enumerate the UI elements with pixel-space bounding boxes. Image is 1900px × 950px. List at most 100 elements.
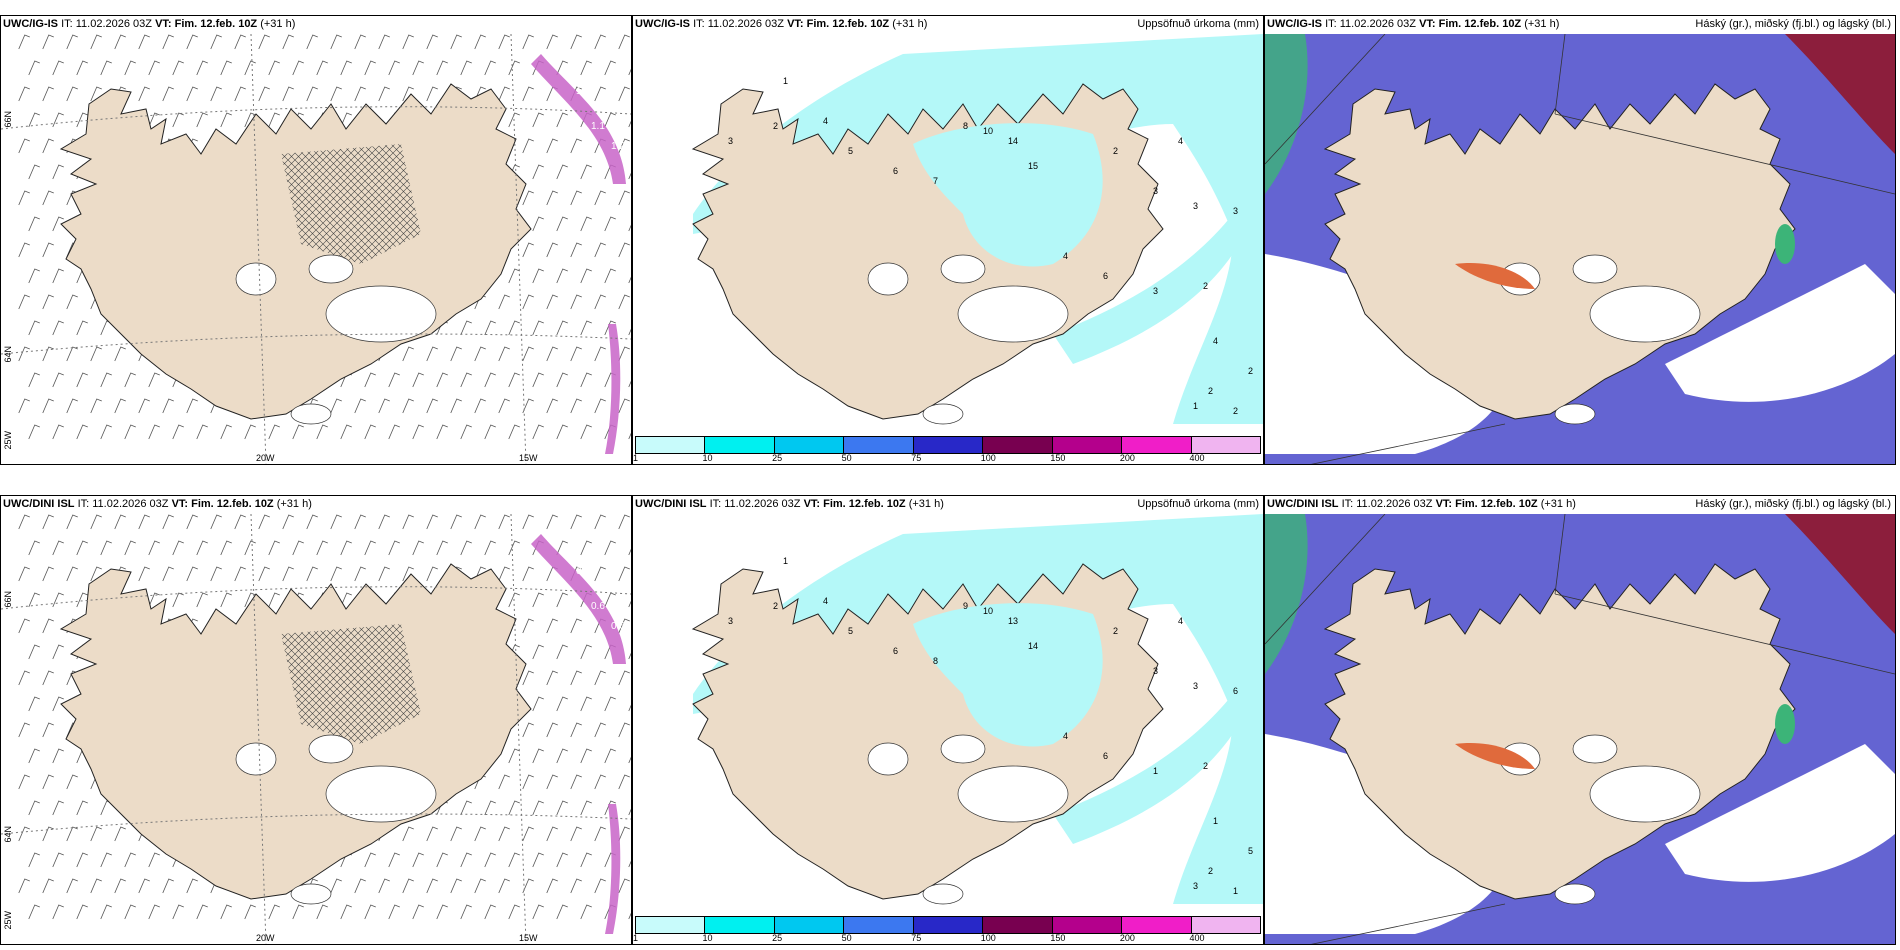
precip-contour-label: 6	[893, 646, 898, 656]
legend-tick-label: 1	[633, 453, 639, 463]
glacier	[325, 765, 437, 823]
legend-tick-label: 50	[841, 933, 852, 943]
vt-label: VT:	[1419, 18, 1436, 30]
graticule-lon	[250, 514, 267, 944]
legend-tick-label: 150	[1050, 453, 1066, 463]
precip-contour-label: 14	[1028, 641, 1038, 651]
glacier	[922, 403, 964, 425]
legend-tick-label: 100	[980, 933, 996, 943]
precip-contour-label: 2	[1248, 366, 1253, 376]
legend-tick-label: 400	[1189, 933, 1205, 943]
legend-swatch	[636, 917, 706, 933]
vt-label: VT:	[171, 498, 189, 510]
model-name: UWC/IG-IS	[3, 18, 58, 30]
wind-band	[531, 534, 626, 664]
glacier	[957, 285, 1069, 343]
high-cloud-field	[1785, 34, 1895, 154]
legend-swatch	[636, 437, 706, 453]
vt-value: Fim. 12.feb. 10Z	[1438, 18, 1522, 30]
mid-cloud-patch	[1775, 224, 1795, 264]
precip-area	[1053, 214, 1245, 364]
grid-label: 15W	[519, 933, 538, 943]
model-name: UWC/DINI ISL	[3, 498, 75, 510]
it-value: 11.02.2026 03Z	[92, 498, 169, 510]
legend-swatch	[1122, 437, 1192, 453]
glacier	[235, 262, 277, 296]
legend-tick-label: 25	[772, 453, 783, 463]
wind-band	[531, 54, 626, 184]
precip-contour-label: 3	[1153, 666, 1158, 676]
glacier	[957, 765, 1069, 823]
vt-label: VT:	[155, 18, 172, 30]
legend-swatch	[1122, 917, 1192, 933]
lead-time: (+31 h)	[1540, 498, 1576, 510]
precip-contour-label: 5	[1248, 846, 1253, 856]
legend-swatch	[913, 917, 984, 933]
precip-contour-label: 3	[1193, 201, 1198, 211]
lead-time: (+31 h)	[276, 498, 312, 510]
panel-header: UWC/DINI ISL IT: 11.02.2026 03Z VT: Fim.…	[635, 498, 944, 510]
precip-contour-label: 14	[1008, 136, 1018, 146]
grid-label: 15W	[519, 453, 538, 463]
precip-contour-label: 5	[848, 146, 853, 156]
wind-field-label: 1.2	[611, 141, 625, 152]
high-cloud-patch	[1455, 263, 1535, 289]
legend-tick-label: 1	[633, 933, 639, 943]
vt-value: Fim. 12.feb. 10Z	[174, 18, 258, 30]
mid-cloud-patch	[1775, 704, 1795, 744]
legend-tick-label: 25	[772, 933, 783, 943]
high-cloud-field	[1785, 514, 1895, 634]
precip-contour-label: 2	[1233, 406, 1238, 416]
legend-tick-label: 50	[841, 453, 852, 463]
model-name: UWC/DINI ISL	[1267, 498, 1339, 510]
legend-swatch	[1052, 437, 1123, 453]
precip-contour-label: 7	[933, 176, 938, 186]
mid-cloud-field	[1265, 514, 1308, 674]
precip-contour-label: 13	[1008, 616, 1018, 626]
panel-header: UWC/IG-IS IT: 11.02.2026 03Z VT: Fim. 12…	[1267, 18, 1559, 30]
precip-contour-label: 6	[1103, 271, 1108, 281]
glacier	[235, 742, 277, 776]
glacier	[308, 734, 354, 764]
glacier	[1554, 883, 1596, 905]
lead-time: (+31 h)	[908, 498, 944, 510]
wind-map: 0.50.60.60.6	[1, 514, 631, 944]
glacier	[290, 883, 332, 905]
clear-sky	[1665, 744, 1895, 882]
legend-swatch	[1191, 437, 1260, 453]
precip-contour-label: 3	[1193, 881, 1198, 891]
clear-sky	[1265, 254, 1511, 454]
precip-contour-label: 2	[1203, 761, 1208, 771]
wind-field-label: 1.1	[591, 121, 605, 132]
precip-inland	[913, 603, 1103, 747]
grid-label: 66N	[3, 591, 13, 608]
precip-contour-label: 4	[1178, 136, 1183, 146]
precip-contour-label: 4	[823, 596, 828, 606]
cloud-map	[1265, 34, 1895, 464]
grid-label: 25W	[3, 431, 13, 450]
hatched-zone	[281, 624, 421, 744]
vt-label: VT:	[803, 498, 821, 510]
legend-tick-label: 75	[911, 933, 922, 943]
precip-contour-label: 2	[773, 601, 778, 611]
graticule-lat	[1, 106, 631, 130]
precip-contour-label: 3	[1193, 681, 1198, 691]
wind-band	[605, 804, 621, 934]
wind-map: 1.2 1.1 1.2	[1, 34, 631, 464]
glacier	[922, 883, 964, 905]
it-label: IT:	[61, 18, 73, 30]
precip-contour-label: 3	[1153, 286, 1158, 296]
glacier	[1589, 765, 1701, 823]
legend-swatch	[913, 437, 984, 453]
legend-ticks: 1 10 25 50 75 100 150 200 400	[633, 933, 1261, 944]
hatched-zone	[281, 144, 421, 264]
panel-header: UWC/IG-IS IT: 11.02.2026 03Z VT: Fim. 12…	[635, 18, 927, 30]
precip-panel-1: UWC/IG-IS IT: 11.02.2026 03Z VT: Fim. 12…	[632, 15, 1264, 465]
precip-contour-label: 6	[1103, 751, 1108, 761]
grid-label: 20W	[256, 933, 275, 943]
precip-contour-label: 6	[893, 166, 898, 176]
glacier	[325, 285, 437, 343]
glacier	[1554, 403, 1596, 425]
graticule-lat	[1, 586, 631, 610]
